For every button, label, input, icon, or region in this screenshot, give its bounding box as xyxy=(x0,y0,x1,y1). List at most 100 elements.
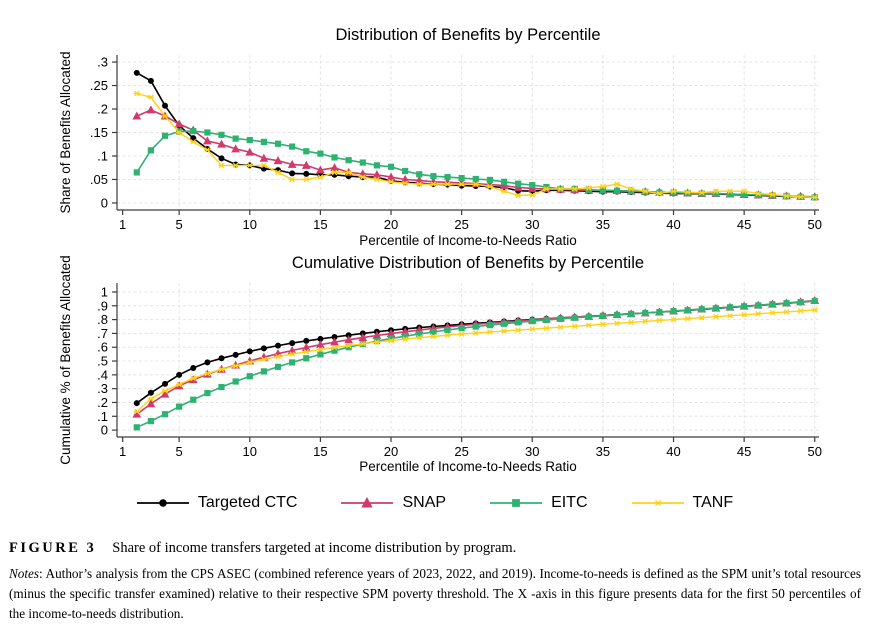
eitc-marker xyxy=(373,338,380,345)
gridlines xyxy=(117,283,819,437)
eitc-marker xyxy=(486,176,493,184)
eitc-marker xyxy=(811,297,818,305)
tanf-marker xyxy=(359,341,367,347)
ctc-marker xyxy=(317,335,324,342)
snap-marker xyxy=(301,160,311,169)
tanf-marker xyxy=(557,324,564,330)
tanf-marker xyxy=(204,370,211,377)
tanf-marker xyxy=(585,185,593,191)
tanf-marker xyxy=(740,188,748,194)
legend-item-snap: SNAP xyxy=(341,494,446,512)
eitc-marker xyxy=(557,315,564,323)
eitc-marker xyxy=(599,312,606,319)
tanf-marker xyxy=(246,162,254,168)
tanf-marker xyxy=(444,181,451,187)
tanf-marker xyxy=(373,339,381,345)
eitc-marker xyxy=(769,301,776,308)
snap-marker xyxy=(386,172,396,181)
tanf-marker xyxy=(218,162,225,168)
figure-number: FIGURE 3 xyxy=(9,540,97,556)
series-tanf xyxy=(133,90,819,200)
eitc-marker xyxy=(628,310,635,318)
eitc-marker xyxy=(204,129,211,136)
tanf-marker xyxy=(317,346,324,353)
eitc-marker xyxy=(741,303,748,310)
tanf-marker xyxy=(345,169,352,176)
snap-marker xyxy=(499,180,509,190)
tanf-marker xyxy=(147,94,155,100)
chart-title: Distribution of Benefits by Percentile xyxy=(335,26,600,44)
tanf-marker xyxy=(740,312,748,318)
x-tick-label: 35 xyxy=(596,217,610,232)
eitc-marker xyxy=(303,355,310,362)
snap-marker xyxy=(372,170,382,179)
x-tick-label: 45 xyxy=(737,444,751,459)
eitc-marker xyxy=(755,302,762,309)
tanf-marker xyxy=(783,193,790,199)
ctc-marker xyxy=(232,161,239,168)
tanf-marker xyxy=(345,342,352,349)
tanf-marker xyxy=(260,162,268,168)
eitc-marker xyxy=(543,183,550,191)
tanf-marker xyxy=(726,188,734,194)
eitc-marker xyxy=(656,309,663,316)
ctc-marker xyxy=(133,69,140,76)
tanf-marker xyxy=(175,381,183,388)
ctc-marker xyxy=(303,170,310,177)
tanf-marker xyxy=(769,310,776,316)
tanf-marker xyxy=(444,332,451,338)
y-tick-label: .8 xyxy=(97,312,108,327)
y-tick-label: .1 xyxy=(97,148,108,163)
tanf-marker xyxy=(698,315,706,321)
tanf-marker xyxy=(331,169,338,176)
tanf-marker xyxy=(684,316,691,322)
tanf-marker xyxy=(557,186,564,192)
snap-marker xyxy=(231,144,241,153)
series-snap xyxy=(132,105,820,201)
eitc-marker xyxy=(486,322,493,329)
tanf-marker xyxy=(684,189,691,195)
eitc-marker xyxy=(613,187,621,194)
eitc-marker xyxy=(133,424,140,431)
eitc-marker xyxy=(543,316,550,324)
tanf-marker xyxy=(698,190,706,196)
tanf-marker xyxy=(246,359,254,366)
series-ctc xyxy=(133,297,818,407)
eitc-marker xyxy=(444,326,451,334)
eitc-marker xyxy=(670,308,677,315)
x-tick-label: 5 xyxy=(176,444,183,459)
tanf-marker xyxy=(514,192,522,199)
x-tick-label: 5 xyxy=(176,217,183,232)
y-tick-label: .2 xyxy=(97,395,108,410)
x-tick-label: 1 xyxy=(119,217,126,232)
ctc-swatch-marker xyxy=(159,499,167,507)
tanf-marker xyxy=(288,176,296,183)
eitc-marker xyxy=(317,150,324,157)
tanf-marker xyxy=(401,180,409,186)
tanf-marker xyxy=(528,192,536,198)
y-tick-label: .25 xyxy=(90,78,108,93)
eitc-marker xyxy=(218,383,225,391)
tanf-marker xyxy=(627,186,635,192)
ctc-marker xyxy=(331,334,338,341)
eitc-marker xyxy=(232,135,239,142)
figure-notes: Notes: Author’s analysis from the CPS AS… xyxy=(9,564,861,623)
tanf-marker xyxy=(204,147,211,153)
tanf-marker xyxy=(811,194,819,200)
x-tick-label: 40 xyxy=(666,217,680,232)
eitc-marker xyxy=(289,143,296,150)
eitc-marker xyxy=(769,192,776,199)
tanf-marker xyxy=(670,188,677,194)
notes-label: Notes xyxy=(9,566,40,581)
tanf-marker xyxy=(133,408,141,415)
x-tick-label: 20 xyxy=(384,444,398,459)
y-tick-label: .2 xyxy=(97,102,108,117)
legend-label-ctc: Targeted CTC xyxy=(197,494,298,511)
tanf-marker xyxy=(147,396,155,402)
notes-text: : Author’s analysis from the CPS ASEC (c… xyxy=(9,566,861,621)
ctc-marker xyxy=(232,351,239,358)
eitc-marker xyxy=(585,186,592,193)
snap-marker xyxy=(146,399,156,408)
eitc-marker xyxy=(190,396,197,403)
